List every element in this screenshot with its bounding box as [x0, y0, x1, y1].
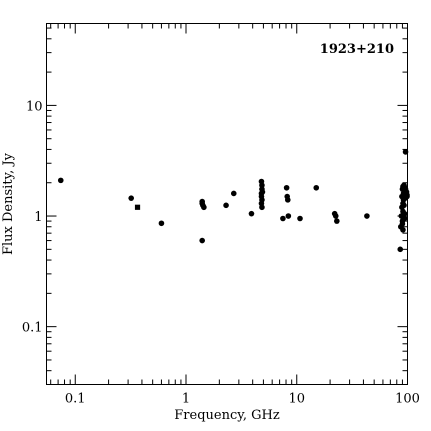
data-point — [280, 215, 286, 222]
x-tick-label: 10 — [288, 392, 305, 407]
data-point — [397, 246, 404, 253]
y-tick-label: 10 — [26, 99, 43, 114]
data-point — [158, 220, 165, 227]
tick-labels: 0.1 1 10 100 0.1 1 10 — [22, 99, 420, 406]
data-point — [248, 210, 255, 217]
plot-frame — [46, 23, 408, 385]
data-point — [404, 193, 410, 200]
data-point — [259, 204, 265, 211]
data-point — [364, 213, 370, 219]
y-axis-label: Flux Density, Jy — [1, 152, 16, 255]
data-point — [201, 204, 207, 211]
data-point — [297, 215, 303, 222]
x-axis-label: Frequency, GHz — [174, 408, 280, 423]
data-point — [283, 184, 290, 191]
data-point-square — [134, 204, 141, 210]
data-point — [401, 215, 408, 222]
data-point — [313, 184, 320, 191]
data-point — [399, 221, 406, 227]
source-annotation: 1923+210 — [320, 42, 394, 57]
y-tick-label: 0.1 — [22, 321, 43, 336]
axis-ticks — [46, 23, 408, 385]
data-point — [334, 218, 340, 224]
x-tick-label: 1 — [182, 392, 190, 407]
data-point — [401, 202, 407, 209]
data-point — [259, 189, 266, 195]
data-point — [230, 190, 237, 197]
data-point — [332, 213, 339, 219]
data-point — [402, 149, 409, 155]
data-point — [199, 237, 205, 244]
x-tick-label: 100 — [395, 392, 420, 407]
data-point — [400, 227, 406, 233]
data-point — [284, 197, 291, 203]
data-point — [128, 195, 134, 201]
x-tick-label: 0.1 — [65, 392, 86, 407]
data-points — [57, 149, 410, 253]
data-point — [57, 177, 64, 184]
data-point — [401, 210, 408, 217]
y-tick-label: 1 — [34, 210, 42, 225]
data-point — [285, 213, 292, 219]
data-point — [223, 202, 229, 209]
data-point — [259, 182, 265, 188]
